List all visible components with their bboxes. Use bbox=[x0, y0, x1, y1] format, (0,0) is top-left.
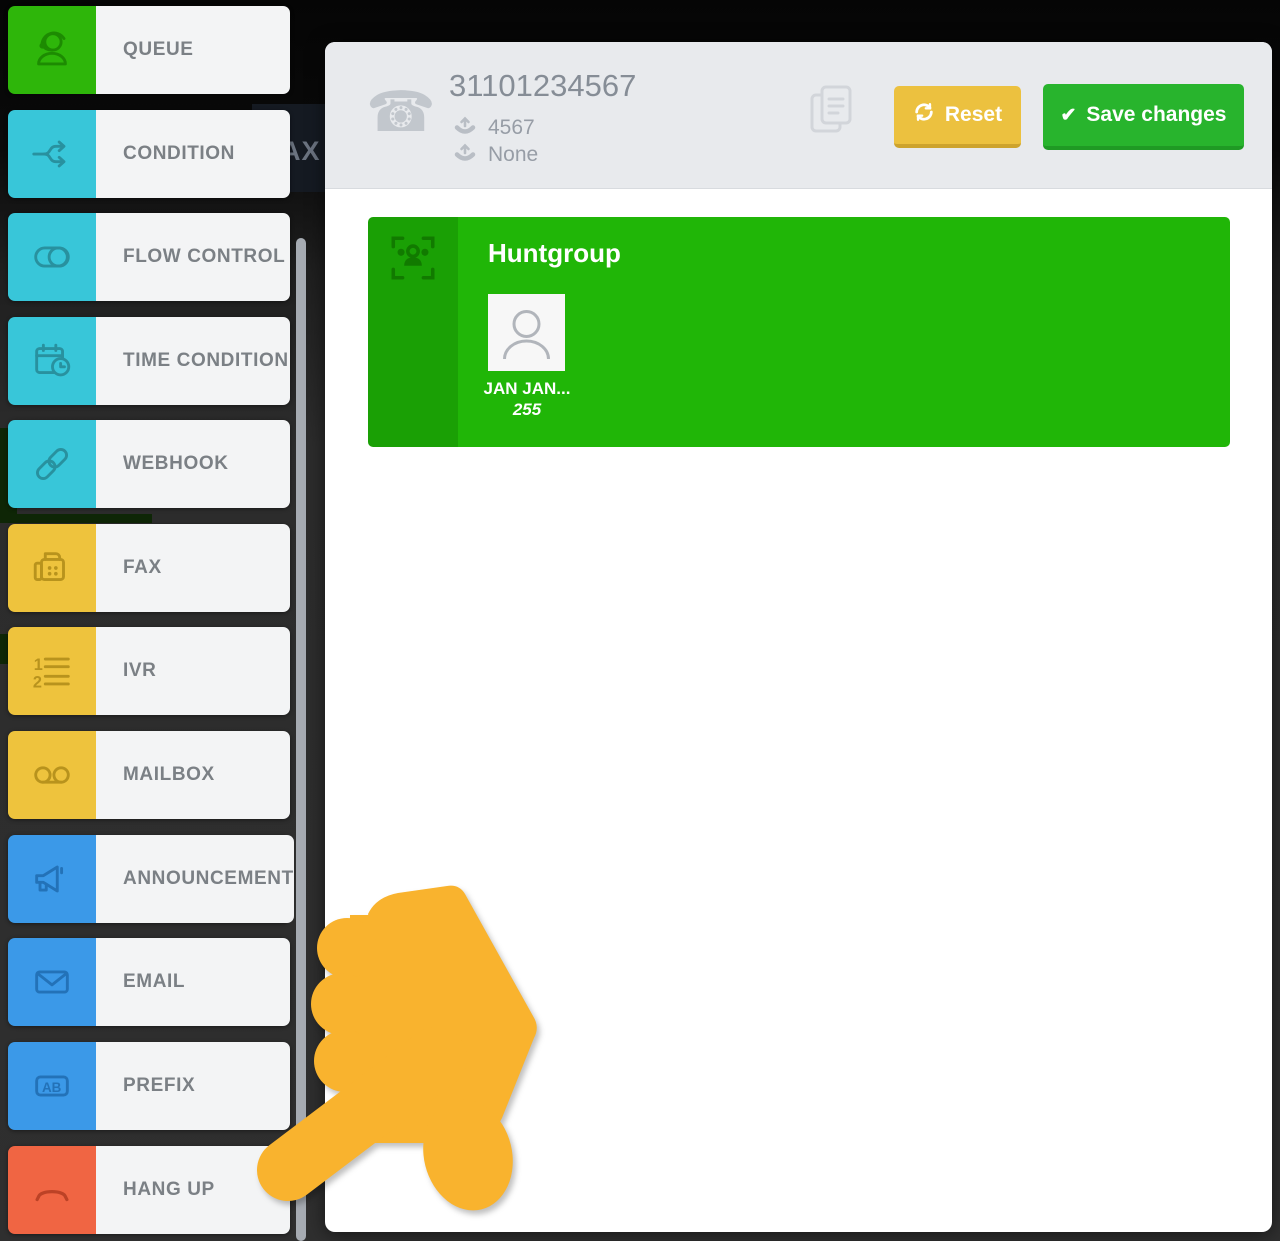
huntgroup-node[interactable]: Huntgroup JAN JAN... 255 bbox=[368, 217, 1230, 447]
sidebar-item-time-condition[interactable]: TIME CONDITION bbox=[8, 317, 290, 405]
huntgroup-node-body: Huntgroup JAN JAN... 255 bbox=[458, 217, 1230, 447]
sidebar-item-label: CONDITION bbox=[96, 110, 290, 198]
svg-text:1: 1 bbox=[34, 656, 43, 674]
hangup-icon bbox=[8, 1146, 96, 1234]
flow-control-icon bbox=[8, 213, 96, 301]
announcement-icon bbox=[8, 835, 96, 923]
check-icon: ✔ bbox=[1060, 104, 1077, 126]
svg-text:AB: AB bbox=[42, 1080, 62, 1095]
sidebar-item-label: HANG UP bbox=[96, 1146, 290, 1234]
refresh-icon bbox=[913, 101, 935, 129]
sidebar-item-announcement[interactable]: ANNOUNCEMENT bbox=[8, 835, 294, 923]
documents-icon[interactable] bbox=[805, 82, 859, 143]
sidebar-item-label: ANNOUNCEMENT bbox=[96, 835, 294, 923]
route-editor-panel: ☎ 31101234567 4567 None Reset ✔ Save cha… bbox=[325, 42, 1272, 1232]
sidebar-item-flow-control[interactable]: FLOW CONTROL bbox=[8, 213, 290, 301]
pickup-icon bbox=[454, 141, 476, 169]
sidebar-item-label: MAILBOX bbox=[96, 731, 290, 819]
pickup-icon bbox=[454, 114, 476, 142]
sidebar-item-email[interactable]: EMAIL bbox=[8, 938, 290, 1026]
huntgroup-member[interactable]: JAN JAN... 255 bbox=[484, 294, 570, 420]
sidebar-item-label: IVR bbox=[96, 627, 290, 715]
huntgroup-icon bbox=[386, 231, 440, 290]
sidebar-item-label: EMAIL bbox=[96, 938, 290, 1026]
sidebar-item-queue[interactable]: QUEUE bbox=[8, 6, 290, 94]
sidebar-scrollbar[interactable] bbox=[296, 238, 306, 1241]
extension-row: 4567 bbox=[454, 114, 535, 142]
email-icon bbox=[8, 938, 96, 1026]
sidebar-item-label: TIME CONDITION bbox=[96, 317, 290, 405]
save-label: Save changes bbox=[1086, 103, 1227, 126]
background-flow-fragment bbox=[0, 514, 152, 523]
save-changes-button[interactable]: ✔ Save changes bbox=[1043, 84, 1244, 150]
time-condition-icon bbox=[8, 317, 96, 405]
member-number: 255 bbox=[512, 400, 542, 419]
reset-button[interactable]: Reset bbox=[894, 86, 1021, 148]
queue-icon bbox=[8, 6, 96, 94]
route-header: ☎ 31101234567 4567 None Reset ✔ Save cha… bbox=[325, 42, 1272, 189]
sidebar-item-label: QUEUE bbox=[96, 6, 290, 94]
huntgroup-node-strip bbox=[368, 217, 458, 447]
sidebar-item-fax[interactable]: FAX bbox=[8, 524, 290, 612]
sidebar-item-mailbox[interactable]: MAILBOX bbox=[8, 731, 290, 819]
phone-icon: ☎ bbox=[366, 80, 436, 143]
fallback-row: None bbox=[454, 141, 538, 169]
sidebar-item-webhook[interactable]: WEBHOOK bbox=[8, 420, 290, 508]
sidebar-item-label: WEBHOOK bbox=[96, 420, 290, 508]
fax-icon bbox=[8, 524, 96, 612]
webhook-icon bbox=[8, 420, 96, 508]
route-phone-number: 31101234567 bbox=[449, 68, 637, 103]
svg-text:2: 2 bbox=[33, 673, 42, 691]
condition-icon bbox=[8, 110, 96, 198]
sidebar-item-prefix[interactable]: AB PREFIX bbox=[8, 1042, 290, 1130]
fallback-value: None bbox=[488, 143, 539, 166]
sidebar-item-label: PREFIX bbox=[96, 1042, 290, 1130]
sidebar-item-label: FAX bbox=[96, 524, 290, 612]
sidebar-item-hang-up[interactable]: HANG UP bbox=[8, 1146, 290, 1234]
extension-value: 4567 bbox=[488, 116, 535, 139]
member-name: JAN JAN... bbox=[483, 379, 571, 398]
mailbox-icon bbox=[8, 731, 96, 819]
member-avatar bbox=[488, 294, 565, 371]
reset-label: Reset bbox=[944, 103, 1003, 126]
sidebar-item-label: FLOW CONTROL bbox=[96, 213, 290, 301]
huntgroup-title: Huntgroup bbox=[488, 238, 621, 268]
prefix-icon: AB bbox=[8, 1042, 96, 1130]
sidebar-item-condition[interactable]: CONDITION bbox=[8, 110, 290, 198]
